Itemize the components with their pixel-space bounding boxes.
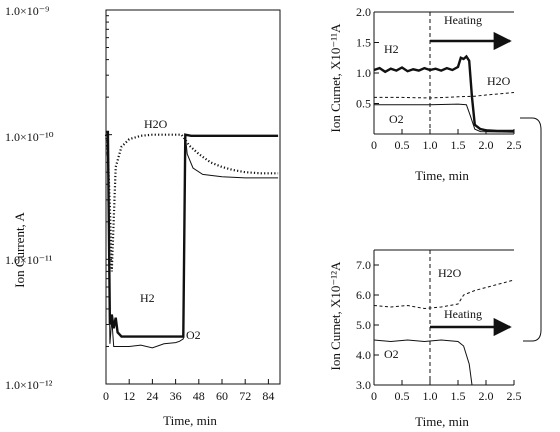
b-x-tick-label: 1.0 [423, 389, 438, 403]
main-y-tick-label: 1.0×10⁻¹⁰ [5, 130, 54, 144]
t-y-tick-label: 1.0 [356, 66, 371, 80]
main-x-tick-label: 12 [123, 389, 135, 403]
inset-top-annotation-o2: O2 [389, 112, 404, 126]
inset-bottom-x-axis-label: Time, min [415, 414, 469, 429]
t-x-tick-label: 2.0 [479, 138, 494, 152]
inset-top-y-tick-labels: 0.5 1.0 1.5 2.0 [356, 5, 371, 111]
main-y-tick-labels: 1.0×10⁻⁹ 1.0×10⁻¹⁰ 1.0×10⁻¹¹ 1.0×10⁻¹² [5, 4, 54, 392]
main-x-tick-label: 24 [146, 389, 158, 403]
main-x-axis-label: Time, min [163, 413, 217, 428]
inset-bottom-series [373, 279, 515, 386]
inset-top-axes [373, 11, 515, 135]
t-y-tick-label: 1.5 [356, 36, 371, 50]
inset-connector-bracket [520, 117, 542, 342]
inset-bottom-axes [373, 249, 515, 386]
t-x-tick-label: 1.0 [423, 138, 438, 152]
t-x-tick-label: 0 [371, 138, 377, 152]
inset-top-series [373, 54, 515, 133]
main-x-tick-label: 60 [216, 389, 228, 403]
main-annotation-h2: H2 [140, 291, 155, 305]
main-chart: 1.0×10⁻⁹ 1.0×10⁻¹⁰ 1.0×10⁻¹¹ 1.0×10⁻¹² I… [5, 4, 281, 428]
main-series [104, 130, 279, 349]
inset-top-x-axis-label: Time, min [415, 168, 469, 183]
b-y-tick-label: 6.0 [356, 288, 371, 302]
t-x-tick-label: 0.5 [395, 138, 410, 152]
main-x-tick-label: 48 [193, 389, 205, 403]
t-y-tick-label: 2.0 [356, 5, 371, 19]
inset-bottom-x-tick-labels: 0 0.5 1.0 1.5 2.0 2.5 [371, 389, 522, 403]
main-x-tick-label: 36 [170, 389, 182, 403]
t-x-tick-label: 2.5 [507, 138, 522, 152]
b-x-tick-label: 0.5 [395, 389, 410, 403]
b-y-tick-label: 7.0 [356, 258, 371, 272]
b-x-tick-label: 2.0 [479, 389, 494, 403]
inset-bottom-annotation-o2: O2 [384, 347, 399, 361]
inset-top-y-axis-label: Ion Curnet, X10⁻¹¹A [328, 23, 343, 133]
main-y-tick-label: 1.0×10⁻¹¹ [5, 253, 53, 267]
inset-bottom-y-axis-label: Ion Curnet, X10⁻¹²A [328, 261, 343, 371]
main-plot-frame [105, 9, 281, 385]
main-series-h2o [104, 133, 279, 272]
inset-top-annotation-h2: H2 [384, 42, 399, 56]
t-series-o2 [374, 103, 515, 133]
b-x-tick-label: 1.5 [451, 389, 466, 403]
main-x-tick-label: 0 [103, 389, 109, 403]
b-x-tick-label: 0 [371, 389, 377, 403]
main-x-tick-labels: 0 12 24 36 48 60 72 84 [103, 389, 274, 403]
b-x-tick-label: 2.5 [507, 389, 522, 403]
inset-bottom-heating-label: Heating [444, 307, 482, 321]
inset-bottom-y-tick-labels: 3.0 4.0 5.0 6.0 7.0 [356, 258, 371, 392]
inset-top-x-tick-labels: 0 0.5 1.0 1.5 2.0 2.5 [371, 138, 522, 152]
inset-top-annotation-h2o: H2O [487, 74, 511, 88]
b-y-tick-label: 3.0 [356, 378, 371, 392]
inset-bottom-annotation-h2o: H2O [438, 266, 462, 280]
t-series-h2 [373, 54, 514, 133]
main-annotation-o2: O2 [186, 328, 201, 342]
inset-top-heating-label: Heating [444, 13, 482, 27]
main-annotation-h2o: H2O [144, 117, 168, 131]
main-series-o2 [106, 134, 279, 349]
main-x-tick-label: 84 [262, 389, 274, 403]
main-y-tick-label: 1.0×10⁻⁹ [5, 4, 49, 18]
t-y-tick-label: 0.5 [356, 97, 371, 111]
t-x-tick-label: 1.5 [451, 138, 466, 152]
b-y-tick-label: 4.0 [356, 348, 371, 362]
main-y-axis-label: Ion Current, A [12, 212, 27, 288]
b-y-tick-label: 5.0 [356, 318, 371, 332]
b-series-h2o [373, 279, 515, 310]
t-series-h2o [374, 92, 515, 99]
main-y-tick-label: 1.0×10⁻¹² [5, 378, 53, 392]
main-series-h2 [106, 130, 279, 338]
b-series-o2 [373, 339, 473, 386]
main-x-tick-label: 72 [239, 389, 251, 403]
inset-bottom-chart: Ion Curnet, X10⁻¹²A Heating H2O O2 0 0.5 1… [328, 249, 522, 429]
